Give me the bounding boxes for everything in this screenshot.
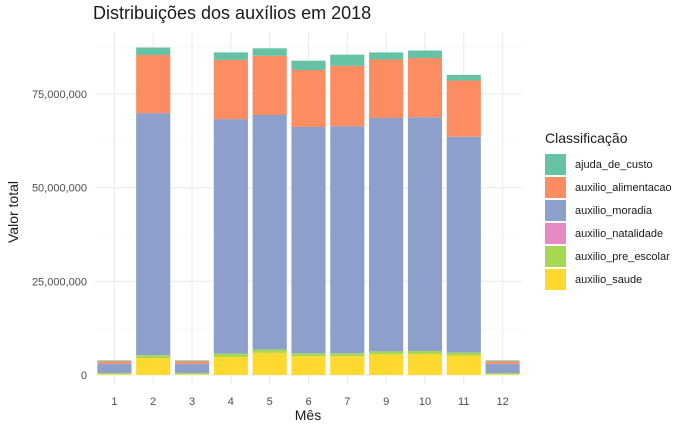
bar-segment-ajuda_de_custo [446,74,481,81]
bar-segment-auxilio_alimentacao [330,65,365,127]
y-tick-label: 0 [81,370,87,382]
y-tick-label: 50,000,000 [32,183,87,195]
legend-swatch [545,246,566,267]
y-tick-label: 75,000,000 [32,89,87,101]
x-axis-label: Mês [294,407,322,423]
bar-segment-auxilio_alimentacao [252,55,287,115]
legend-label: auxilio_alimentacao [575,181,672,194]
bar-segment-auxilio_moradia [407,117,443,352]
bar-segment-auxilio_saude [446,355,481,375]
legend-swatch [545,269,566,290]
bar-segment-auxilio_alimentacao [407,58,443,118]
bar-segment-auxilio_moradia [369,117,404,352]
legend-item: auxilio_pre_escolar [545,245,672,268]
bar-segment-auxilio_alimentacao [291,70,326,127]
bar-segment-auxilio_alimentacao [446,80,481,137]
bar-segment-auxilio_alimentacao [369,59,404,118]
legend-label: ajuda_de_custo [575,158,653,171]
bar-segment-auxilio_moradia [136,113,171,356]
legend-item: auxilio_saude [545,268,672,291]
x-tick-label: 9 [383,396,389,408]
bar-segment-auxilio_pre_escolar [369,351,404,355]
legend-title: Classificação [545,130,628,146]
bar-segment-auxilio_saude [369,354,404,375]
bar-segment-auxilio_moradia [252,114,287,350]
bar-segment-auxilio_pre_escolar [97,373,132,375]
bar-segment-auxilio_moradia [213,119,248,354]
bar-segment-auxilio_moradia [174,363,210,374]
bar-segment-auxilio_saude [252,352,287,375]
bar-segment-auxilio_saude [174,374,210,375]
bar-segment-auxilio_saude [136,358,171,375]
bar-segment-ajuda_de_custo [485,360,520,362]
bar-segment-auxilio_pre_escolar [485,373,520,375]
x-tick-label: 2 [150,396,156,408]
bar-segment-ajuda_de_custo [252,48,287,56]
bar-segment-auxilio_moradia [446,136,481,353]
legend-swatch [545,177,566,198]
bar-segment-auxilio_moradia [291,126,326,354]
bar-segment-auxilio_saude [407,354,443,375]
bar-segment-ajuda_de_custo [369,52,404,60]
bar-segment-auxilio_saude [485,374,520,375]
bar-segment-ajuda_de_custo [213,52,248,60]
bar-segment-auxilio_pre_escolar [136,355,171,359]
legend-swatch [545,223,566,244]
bar-segment-auxilio_saude [330,356,365,375]
x-tick-label: 4 [228,396,234,408]
legend-item: auxilio_alimentacao [545,176,672,199]
x-tick-label: 11 [458,396,469,408]
bar-segment-auxilio_saude [97,374,132,375]
bar-segment-auxilio_alimentacao [136,55,171,114]
legend-label: auxilio_moradia [575,204,653,217]
bar-segment-auxilio_pre_escolar [407,351,443,355]
bar-segment-ajuda_de_custo [330,54,365,66]
legend-item: ajuda_de_custo [545,153,672,176]
x-tick-label: 12 [496,396,508,408]
x-tick-label: 3 [189,396,195,408]
bar-segment-auxilio_saude [291,356,326,375]
bar-segment-auxilio_pre_escolar [252,349,287,353]
bar-segment-ajuda_de_custo [174,360,210,362]
x-tick-label: 6 [305,396,311,408]
legend-label: auxilio_natalidade [575,227,664,240]
legend-item: auxilio_moradia [545,199,672,222]
bar-segment-ajuda_de_custo [291,60,326,71]
bar-segment-auxilio_pre_escolar [174,373,210,375]
bar-segment-ajuda_de_custo [136,47,171,56]
bar-segment-auxilio_pre_escolar [291,353,326,357]
x-tick-label: 7 [344,396,350,408]
bar-segment-auxilio_moradia [97,363,132,374]
bar-segment-auxilio_pre_escolar [213,353,248,358]
legend-label: auxilio_pre_escolar [575,250,670,263]
legend-swatch [545,154,566,175]
bar-segment-auxilio_moradia [330,126,365,354]
bar-segment-auxilio_pre_escolar [330,353,365,357]
bar-segment-auxilio_saude [213,357,248,375]
bar-segment-auxilio_pre_escolar [446,352,481,356]
bar-segment-ajuda_de_custo [97,360,132,362]
y-tick-label: 25,000,000 [32,276,87,288]
legend-label: auxilio_saude [575,273,643,286]
bar-segment-auxilio_alimentacao [213,59,248,120]
chart-title: Distribuições dos auxílios em 2018 [93,3,372,23]
legend-item: auxilio_natalidade [545,222,672,245]
x-tick-label: 10 [419,396,431,408]
bar-segment-ajuda_de_custo [407,50,443,59]
bar-segment-auxilio_alimentacao [485,361,520,364]
legend-swatch [545,200,566,221]
bar-segment-auxilio_alimentacao [97,361,132,364]
x-tick-label: 1 [111,396,117,408]
y-axis-label: Valor total [5,181,21,243]
bar-segment-auxilio_moradia [485,363,520,374]
legend: Classificação ajuda_de_custo auxilio_alim… [545,130,672,291]
bar-segment-auxilio_alimentacao [174,361,210,364]
x-tick-label: 5 [267,396,273,408]
